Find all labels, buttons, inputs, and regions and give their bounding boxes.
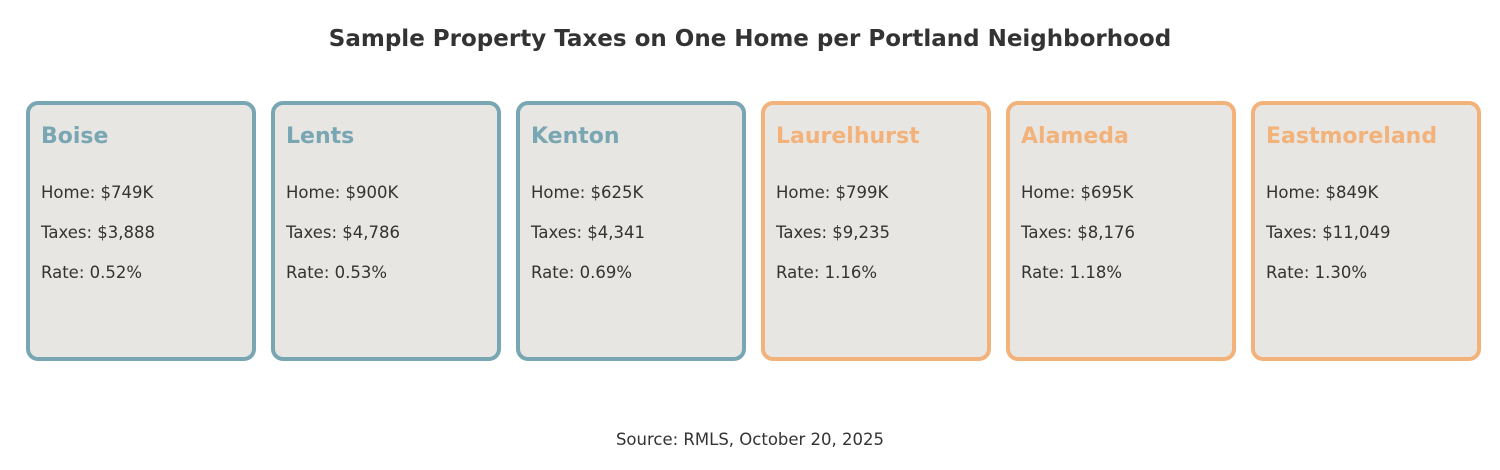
neighborhood-name: Laurelhurst xyxy=(776,124,920,149)
tax-rate-label: Rate: 1.16% xyxy=(776,263,878,282)
taxes-label: Taxes: $9,235 xyxy=(776,223,891,242)
tax-rate-label: Rate: 0.53% xyxy=(286,263,388,282)
neighborhood-card-lents: Lents Home: $900K Taxes: $4,786 Rate: 0.53% xyxy=(271,101,501,361)
tax-rate-label: Rate: 0.69% xyxy=(531,263,633,282)
home-price-label: Home: $749K xyxy=(41,183,154,202)
tax-rate-label: Rate: 1.18% xyxy=(1021,263,1123,282)
home-price-label: Home: $695K xyxy=(1021,183,1134,202)
neighborhood-name: Alameda xyxy=(1021,124,1129,149)
neighborhood-card-laurelhurst: Laurelhurst Home: $799K Taxes: $9,235 Rate:… xyxy=(761,101,991,361)
neighborhood-name: Lents xyxy=(286,124,355,149)
taxes-label: Taxes: $3,888 xyxy=(41,223,156,242)
neighborhood-name: Boise xyxy=(41,124,109,149)
taxes-label: Taxes: $11,049 xyxy=(1266,223,1391,242)
home-price-label: Home: $900K xyxy=(286,183,399,202)
tax-rate-label: Rate: 0.52% xyxy=(41,263,143,282)
taxes-label: Taxes: $8,176 xyxy=(1021,223,1136,242)
neighborhood-name: Eastmoreland xyxy=(1266,124,1438,149)
chart-title: Sample Property Taxes on One Home per Po… xyxy=(328,26,1172,52)
source-note: Source: RMLS, October 20, 2025 xyxy=(615,430,885,449)
neighborhood-card-alameda: Alameda Home: $695K Taxes: $8,176 Rate: 1.1… xyxy=(1006,101,1236,361)
neighborhood-card-kenton: Kenton Home: $625K Taxes: $4,341 Rate: 0.69… xyxy=(516,101,746,361)
home-price-label: Home: $849K xyxy=(1266,183,1379,202)
neighborhood-name: Kenton xyxy=(531,124,620,149)
home-price-label: Home: $625K xyxy=(531,183,644,202)
tax-rate-label: Rate: 1.30% xyxy=(1266,263,1368,282)
home-price-label: Home: $799K xyxy=(776,183,889,202)
neighborhood-card-boise: Boise Home: $749K Taxes: $3,888 Rate: 0.52% xyxy=(26,101,256,361)
taxes-label: Taxes: $4,786 xyxy=(286,223,401,242)
neighborhood-card-eastmoreland: Eastmoreland Home: $849K Taxes: $11,049 Rat… xyxy=(1251,101,1481,361)
taxes-label: Taxes: $4,341 xyxy=(531,223,646,242)
